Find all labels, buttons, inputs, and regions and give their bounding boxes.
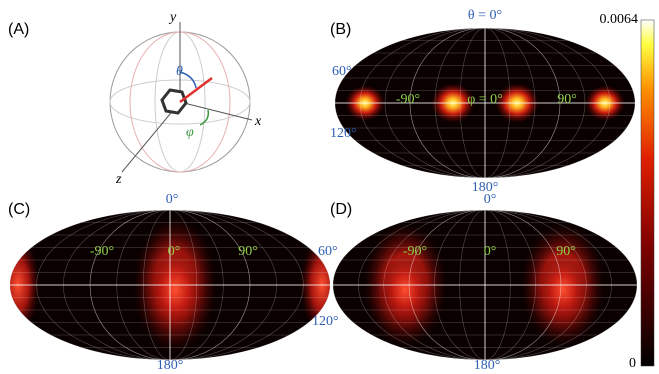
angle-label: 180° [157,358,184,373]
angle-label: 120° [312,314,339,329]
colorbar [640,19,655,367]
angle-label: 60° [318,244,338,259]
angle-label: -90° [396,92,420,107]
angle-label: -90° [403,244,427,259]
angle-label: -90° [90,244,114,259]
density-blob [380,255,430,325]
heatmap [333,210,637,360]
angle-label: 0° [484,192,497,207]
axis-label: x [254,114,262,129]
axis-label: y [168,10,177,25]
panel-label: (D) [330,201,352,218]
angle-label: 90° [238,244,258,259]
colorbar-max: 0.0064 [600,12,639,27]
angle-label: φ [186,125,194,140]
panel-label: (B) [330,21,351,38]
sphere-diagram [109,22,253,173]
angle-label: θ [176,64,183,79]
angle-label: 0° [168,244,181,259]
colorbar-min: 0 [629,356,636,371]
maps [10,28,637,360]
angle-label: 180° [472,180,499,195]
panel-label: (A) [8,21,29,38]
angle-label: 0° [484,244,497,259]
angle-label: 90° [556,244,576,259]
angle-label: φ = 0° [467,92,503,107]
angle-label: 180° [474,358,501,373]
angle-label: 60° [332,64,352,79]
heatmap [10,210,330,360]
angle-label: 0° [166,192,179,207]
angle-label: θ = 0° [468,8,502,23]
axis-label: z [115,172,122,187]
heatmap [335,28,635,178]
density-blob [538,255,588,325]
density-blob [147,250,203,330]
angle-label: 120° [330,126,357,141]
angle-label: 90° [557,92,577,107]
panel-label: (C) [8,201,30,218]
